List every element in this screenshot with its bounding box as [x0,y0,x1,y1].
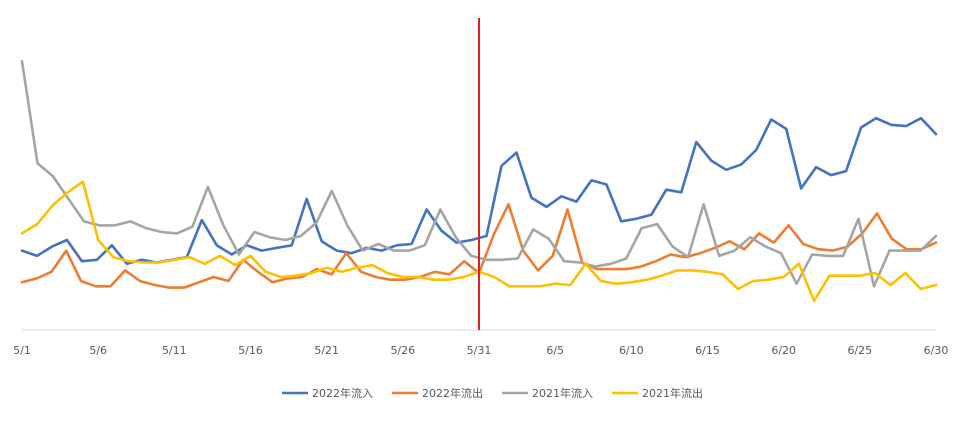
x-axis-tick-labels: 5/1 5/6 5/11 5/16 5/21 5/26 5/31 6/5 6/10 6/15 6/2… [13,344,948,357]
legend-label: 2021年流入 [532,386,593,400]
x-tick-label: 5/1 [13,344,31,357]
x-tick-label: 6/5 [546,344,564,357]
x-tick-label: 6/30 [924,344,949,357]
x-tick-label: 5/6 [89,344,107,357]
x-tick-label: 6/25 [847,344,872,357]
x-tick-label: 5/31 [467,344,492,357]
x-tick-label: 5/21 [314,344,339,357]
x-tick-label: 5/26 [390,344,415,357]
x-tick-label: 6/15 [695,344,720,357]
x-tick-label: 6/20 [771,344,796,357]
legend-item: 2022年流出 [392,386,483,400]
legend-item: 2021年流入 [502,386,593,400]
legend-label: 2021年流出 [642,386,703,400]
legend-item: 2022年流入 [282,386,373,400]
legend-label: 2022年流出 [422,386,483,400]
legend-label: 2022年流入 [312,386,373,400]
x-tick-label: 5/16 [238,344,263,357]
x-tick-label: 5/11 [162,344,187,357]
legend: 2022年流入 2022年流出 2021年流入 2021年流出 [282,386,703,400]
legend-item: 2021年流出 [612,386,703,400]
x-tick-label: 6/10 [619,344,644,357]
